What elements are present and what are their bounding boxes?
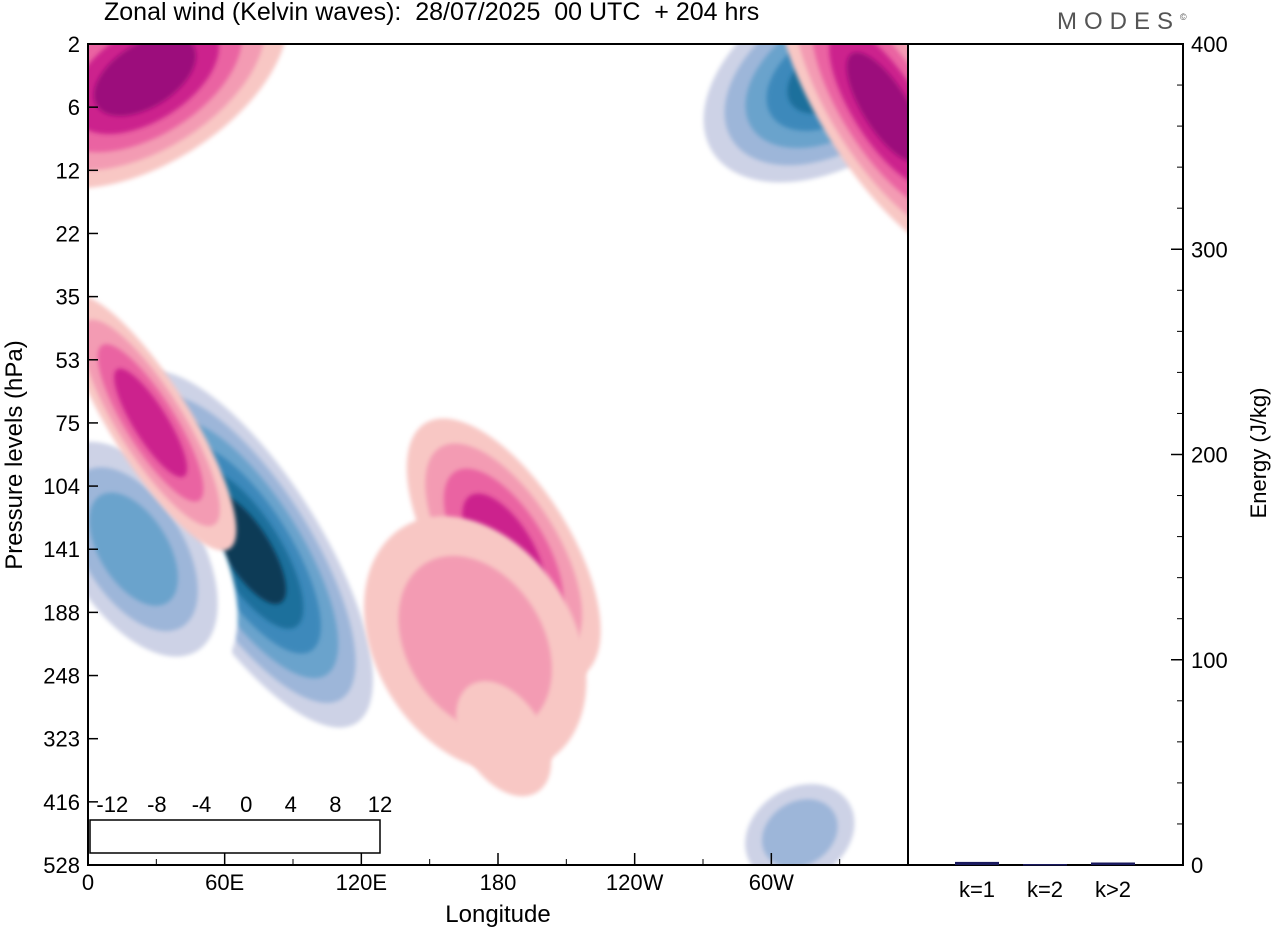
- energy-y-axis: 0 100 200 300 400: [1171, 32, 1228, 878]
- x-tick-label: 120E: [336, 870, 387, 895]
- y-tick-label: 2: [68, 32, 80, 57]
- x-axis-label: Longitude: [445, 901, 550, 928]
- energy-panel: k=1 k=2 k>2 0 100 200 300 400 Energy (J/kg): [907, 32, 1271, 902]
- y-tick-label: 104: [43, 474, 80, 499]
- colorbar-tick-label: -12: [96, 792, 128, 817]
- colorbar-tick-label: 12: [368, 792, 392, 817]
- y-axis: 2 6 12 22 35 53 75 104 141 188 248 323 416 528: [43, 32, 98, 878]
- y-tick-label: 188: [43, 600, 80, 625]
- wind-contour-8-1: [398, 555, 552, 733]
- wind-contour-2-3: [89, 492, 178, 606]
- y-axis-label: Pressure levels (hPa): [1, 340, 28, 569]
- y-tick-label: 248: [43, 664, 80, 689]
- energy-bar-0: [955, 861, 999, 865]
- energy-x-axis: k=1 k=2 k>2: [959, 877, 1131, 902]
- y-tick-label: 141: [43, 537, 80, 562]
- wind-contour-5-4: [846, 52, 908, 163]
- energy-y-tick-label: 400: [1191, 32, 1228, 57]
- modes-logo-text: MODES: [1057, 8, 1181, 35]
- x-axis: 0 60E 120E 180 120W 60W: [82, 853, 841, 895]
- x-tick-label: 0: [82, 870, 94, 895]
- colorbar-tick-label: 0: [240, 792, 252, 817]
- colorbar-tick-label: 4: [285, 792, 297, 817]
- energy-y-tick-label: 300: [1191, 237, 1228, 262]
- modes-logo: MODES©: [1057, 8, 1187, 36]
- energy-bar-1: [1023, 864, 1067, 866]
- energy-bars: [955, 861, 1135, 866]
- colorbar: -12 -8 -4 0 4 8 12: [89, 792, 392, 854]
- x-tick-label: 120W: [606, 870, 664, 895]
- wind-contour-4-4: [93, 44, 196, 116]
- energy-category-label: k>2: [1095, 877, 1131, 902]
- x-tick-label: 60E: [205, 870, 244, 895]
- energy-bar-2: [1091, 862, 1135, 865]
- energy-y-tick-label: 200: [1191, 443, 1228, 468]
- energy-category-label: k=2: [1027, 877, 1063, 902]
- y-tick-label: 528: [43, 853, 80, 878]
- y-tick-label: 416: [43, 790, 80, 815]
- wind-contour-3-2: [762, 799, 838, 865]
- chart-title: Zonal wind (Kelvin waves): 28/07/2025 00…: [104, 0, 760, 26]
- y-tick-label: 53: [56, 348, 80, 373]
- y-tick-label: 323: [43, 727, 80, 752]
- wind-field: [88, 44, 908, 865]
- wind-contour-9-0: [456, 681, 552, 797]
- energy-y-tick-label: 0: [1191, 853, 1203, 878]
- heatmap-panel: 0 60E 120E 180 120W 60W 2 6 12 22 35 53 75 104 141 188…: [1, 32, 909, 928]
- wind-contour-6-3: [114, 368, 188, 478]
- energy-axis-label: Energy (J/kg): [1246, 388, 1271, 519]
- colorbar-frame: [89, 819, 381, 854]
- y-tick-label: 6: [68, 95, 80, 120]
- y-tick-label: 22: [56, 221, 80, 246]
- copyright-mark: ©: [1180, 12, 1187, 22]
- energy-category-label: k=1: [959, 877, 995, 902]
- x-tick-label: 180: [480, 870, 517, 895]
- colorbar-tick-label: 8: [329, 792, 341, 817]
- y-tick-label: 35: [56, 285, 80, 310]
- y-tick-label: 75: [56, 411, 80, 436]
- energy-y-tick-label: 100: [1191, 648, 1228, 673]
- colorbar-tick-label: -4: [192, 792, 212, 817]
- colorbar-tick-label: -8: [147, 792, 167, 817]
- y-tick-label: 12: [56, 158, 80, 183]
- energy-frame: [907, 43, 1184, 866]
- x-tick-label: 60W: [749, 870, 794, 895]
